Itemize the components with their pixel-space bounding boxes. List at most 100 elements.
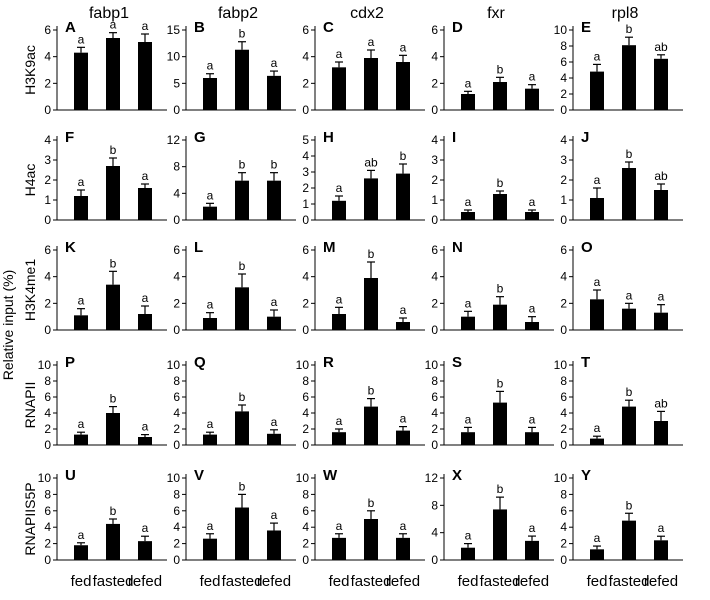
y-tick-label: 0 — [44, 323, 51, 337]
y-tick-label: 2 — [302, 181, 309, 195]
significance-label: a — [336, 519, 343, 533]
y-tick-label: 2 — [431, 296, 438, 310]
panel-letter: C — [323, 19, 334, 36]
category-label-refed: refed — [644, 573, 678, 590]
bar-fasted — [364, 406, 378, 445]
panel-letter: I — [452, 129, 456, 146]
y-tick-label: 10 — [554, 358, 568, 372]
bar-fasted — [622, 45, 636, 111]
bar-fed — [332, 67, 346, 110]
significance-label: b — [271, 158, 278, 172]
y-tick-label: 6 — [431, 243, 438, 257]
y-tick-label: 0 — [173, 323, 180, 337]
panel-W: W 0 2 4 6 8 10 a b a — [296, 467, 425, 567]
y-tick-label: 0 — [44, 553, 51, 567]
bar-refed — [396, 322, 410, 330]
significance-label: a — [110, 18, 117, 32]
y-tick-label: 10 — [167, 50, 181, 64]
y-tick-label: 2 — [560, 296, 567, 310]
y-tick-label: 8 — [560, 374, 567, 388]
gene-header-fxr: fxr — [487, 5, 505, 22]
y-tick-label: 0 — [44, 103, 51, 117]
significance-label: a — [594, 531, 601, 545]
mark-label-H3K4me1: H3K4me1 — [22, 259, 38, 321]
y-tick-label: 10 — [554, 471, 568, 485]
category-label-fasted: fasted — [609, 573, 650, 590]
y-tick-label: 6 — [44, 23, 51, 37]
bar-refed — [525, 88, 539, 110]
bar-refed — [654, 190, 668, 220]
y-tick-label: 4 — [560, 71, 567, 85]
bar-fed — [461, 94, 475, 110]
y-tick-label: 8 — [173, 160, 180, 174]
significance-label: b — [626, 385, 633, 399]
significance-label: ab — [654, 40, 668, 54]
y-tick-label: 8 — [302, 487, 309, 501]
bar-fasted — [235, 411, 249, 445]
y-tick-label: 4 — [173, 406, 180, 420]
panel-letter: P — [65, 354, 75, 371]
bar-fasted — [364, 278, 378, 330]
panel-letter: K — [65, 239, 76, 256]
y-tick-label: 6 — [302, 390, 309, 404]
bar-fasted — [106, 523, 120, 560]
y-tick-label: 4 — [560, 270, 567, 284]
bar-fed — [74, 52, 88, 110]
significance-label: a — [78, 294, 85, 308]
panel-S: S 0 2 4 6 8 10 a b a — [425, 354, 554, 452]
y-tick-label: 3 — [431, 153, 438, 167]
y-tick-label: 3 — [44, 153, 51, 167]
significance-label: ab — [654, 396, 668, 410]
significance-label: a — [142, 291, 149, 305]
panel-P: P 0 2 4 6 8 10 a b a — [38, 354, 167, 452]
panel-V: V 0 2 4 6 8 10 a b a — [167, 467, 296, 567]
significance-label: b — [400, 149, 407, 163]
y-tick-label: 3 — [302, 165, 309, 179]
y-tick-label: 0 — [431, 213, 438, 227]
significance-label: a — [271, 56, 278, 70]
y-tick-label: 4 — [431, 270, 438, 284]
bar-fasted — [493, 194, 507, 220]
bar-fed — [590, 198, 604, 220]
panel-M: M 0 2 4 6 a b a — [302, 239, 425, 337]
y-tick-label: 4 — [431, 406, 438, 420]
panel-N: N 0 2 4 6 a b a — [431, 239, 554, 337]
significance-label: ab — [364, 155, 378, 169]
y-tick-label: 4 — [44, 406, 51, 420]
significance-label: a — [529, 521, 536, 535]
bar-refed — [396, 173, 410, 220]
significance-label: a — [626, 288, 633, 302]
significance-label: b — [626, 22, 633, 36]
panel-G: G 0 4 8 12 a b b — [167, 129, 296, 227]
bar-refed — [267, 75, 281, 110]
y-tick-label: 6 — [560, 504, 567, 518]
significance-label: a — [336, 292, 343, 306]
category-label-fed: fed — [71, 573, 92, 590]
bar-fed — [74, 196, 88, 220]
y-tick-label: 2 — [173, 296, 180, 310]
significance-label: a — [400, 40, 407, 54]
significance-label: a — [207, 298, 214, 312]
panel-letter: W — [323, 467, 338, 484]
y-tick-label: 12 — [425, 471, 439, 485]
category-label-refed: refed — [128, 573, 162, 590]
y-tick-label: 0 — [302, 323, 309, 337]
significance-label: b — [110, 256, 117, 270]
y-tick-label: 6 — [44, 243, 51, 257]
y-tick-label: 12 — [167, 133, 181, 147]
y-tick-label: 5 — [302, 133, 309, 147]
panel-letter: D — [452, 19, 463, 36]
bar-fasted — [622, 308, 636, 330]
y-tick-label: 2 — [302, 76, 309, 90]
panel-letter: H — [323, 129, 334, 146]
bar-fasted — [622, 406, 636, 445]
bar-refed — [525, 540, 539, 560]
bar-fasted — [106, 166, 120, 220]
bar-fasted — [493, 402, 507, 445]
panel-letter: V — [194, 467, 204, 484]
y-tick-label: 4 — [173, 520, 180, 534]
y-tick-label: 4 — [302, 270, 309, 284]
